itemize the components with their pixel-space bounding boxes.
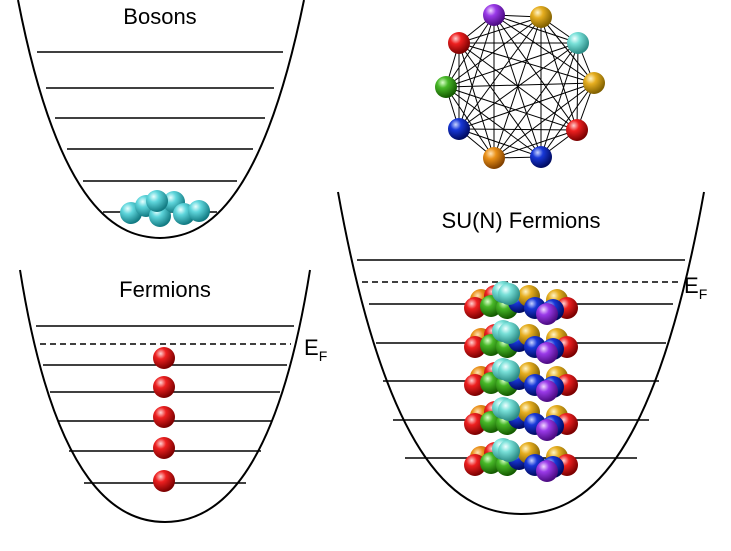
graph-edge (540, 42, 579, 158)
graph-edge (445, 82, 595, 88)
graph-nodes (435, 4, 605, 169)
boson-atom (146, 190, 168, 212)
fermion-atom (153, 406, 175, 428)
graph-edge (445, 86, 578, 131)
sun-fermion-atom (464, 413, 486, 435)
graph-edge (458, 16, 542, 44)
graph-node-atom (435, 76, 457, 98)
graph-node-atom (483, 4, 505, 26)
fermions-potential-well (19, 269, 311, 524)
sun-atom-clusters (464, 281, 578, 482)
graph-node-atom (530, 146, 552, 168)
graph-edge (493, 42, 579, 159)
graph-node-atom (530, 6, 552, 28)
sun-fermion-atom (498, 399, 520, 421)
sun-fermi-energy-subscript: F (699, 286, 708, 302)
sun-potential-well (337, 191, 705, 516)
sun-fermions-title: SU(N) Fermions (442, 208, 601, 233)
bosons-potential-well (17, 0, 305, 240)
fermions-panel: Fermions EF (19, 269, 327, 524)
graph-edge (458, 42, 578, 131)
graph-node-atom (583, 72, 605, 94)
fermion-atom (153, 470, 175, 492)
graph-edge (493, 14, 578, 131)
graph-node-atom (566, 119, 588, 141)
boson-cluster (120, 190, 210, 227)
sun-fermion-atom (464, 374, 486, 396)
sun-cluster (464, 358, 578, 402)
sun-cluster (464, 320, 578, 364)
bosons-title: Bosons (123, 4, 196, 29)
graph-edge (493, 16, 542, 159)
graph-edge (458, 42, 495, 159)
graph-edge (458, 42, 542, 158)
graph-edge (493, 14, 579, 44)
sun-fermion-atom (498, 283, 520, 305)
sun-fermions-panel: SU(N) Fermions EF (337, 191, 707, 516)
sun-cluster (464, 281, 578, 325)
graph-edge (493, 82, 595, 159)
fermions-title: Fermions (119, 277, 211, 302)
sun-fermi-energy-label: EF (684, 273, 707, 302)
sun-fermion-atom (536, 303, 558, 325)
sun-fermi-energy-symbol: E (684, 273, 699, 298)
sun-fermion-atom (464, 454, 486, 476)
fermion-atom (153, 376, 175, 398)
sun-cluster (464, 438, 578, 482)
fermi-energy-subscript: F (319, 348, 328, 364)
sun-fermion-atom (498, 360, 520, 382)
sun-fermion-atom (536, 342, 558, 364)
boson-atom (188, 200, 210, 222)
sun-fermion-atom (536, 460, 558, 482)
fermion-atom (153, 437, 175, 459)
graph-edge (445, 86, 495, 159)
graph-edge (493, 129, 578, 159)
fermion-atoms (153, 347, 175, 492)
graph-node-atom (483, 147, 505, 169)
graph-node-atom (448, 118, 470, 140)
sun-fermion-atom (536, 380, 558, 402)
sun-fermion-atom (464, 336, 486, 358)
sun-fermion-atom (498, 440, 520, 462)
graph-edge (445, 16, 542, 88)
interaction-graph (435, 4, 605, 169)
fermion-atom (153, 347, 175, 369)
graph-edge (445, 42, 579, 88)
bosons-panel: Bosons (17, 0, 305, 240)
graph-edge (576, 42, 579, 131)
graph-edge (445, 86, 542, 158)
graph-node-atom (448, 32, 470, 54)
bosons-energy-levels (37, 51, 283, 213)
graph-edge (458, 42, 595, 84)
fermi-energy-label: EF (304, 335, 327, 364)
graph-edge (458, 128, 542, 158)
sun-fermion-atom (536, 419, 558, 441)
sun-fermion-atom (464, 297, 486, 319)
graph-edge (458, 128, 578, 131)
graph-edge (540, 82, 595, 158)
fermi-energy-symbol: E (304, 335, 319, 360)
graph-edge (458, 14, 495, 130)
graph-node-atom (567, 32, 589, 54)
graph-edge (540, 16, 578, 131)
graph-edge (458, 42, 579, 130)
graph-edge (458, 82, 595, 130)
sun-fermion-atom (498, 322, 520, 344)
sun-cluster (464, 397, 578, 441)
